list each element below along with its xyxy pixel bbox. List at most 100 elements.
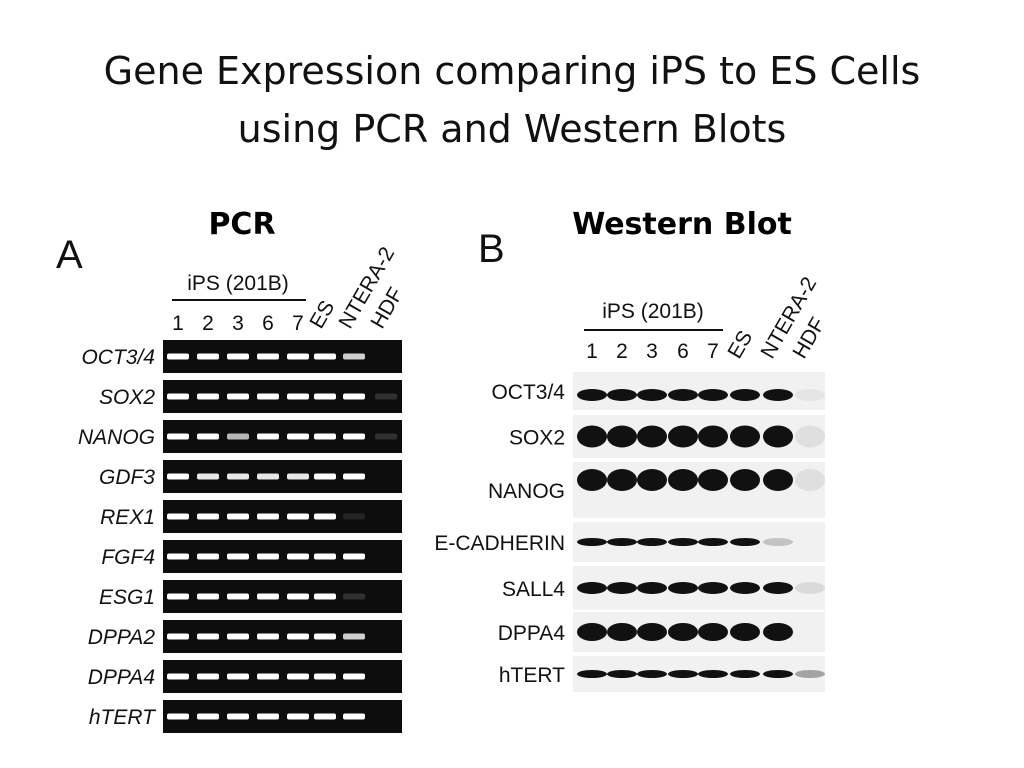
gel-band [314, 593, 336, 600]
gene-label: SOX2 [99, 386, 155, 409]
gel-band [167, 593, 189, 600]
gel-band [227, 553, 249, 560]
gel-band [257, 433, 279, 440]
gene-label: FGF4 [101, 546, 155, 569]
gel-band [257, 393, 279, 400]
gel-band [343, 353, 365, 360]
blot-band [637, 582, 667, 594]
gene-label: DPPA4 [88, 666, 155, 689]
gel-band [167, 633, 189, 640]
gel-band [167, 393, 189, 400]
gel-band [343, 473, 365, 480]
gel-band [227, 433, 249, 440]
gel-band [227, 353, 249, 360]
blot-band [795, 582, 825, 594]
gel-band [197, 713, 219, 720]
gel-band [343, 393, 365, 400]
gel-band [375, 433, 397, 440]
panel-letter: A [56, 233, 83, 277]
blot-band [607, 389, 637, 401]
gel-band [375, 393, 397, 400]
lane-label: 2 [202, 312, 214, 335]
blot-band [698, 582, 728, 594]
gel-band [343, 593, 365, 600]
blot-band [668, 670, 698, 678]
blot-band [668, 582, 698, 594]
gel-band [167, 473, 189, 480]
gene-label: DPPA2 [88, 626, 156, 649]
gel-band [257, 673, 279, 680]
gene-label: REX1 [100, 506, 155, 529]
gel-band [343, 433, 365, 440]
blot-band [795, 670, 825, 678]
gene-label: GDF3 [99, 466, 155, 489]
blot-band [607, 670, 637, 678]
blot-band [637, 469, 667, 491]
blot-band [637, 623, 667, 641]
panel-letter: B [478, 227, 505, 271]
blot-band [763, 538, 793, 546]
lane-label: 3 [646, 340, 658, 363]
gel-band [257, 633, 279, 640]
blot-band [698, 389, 728, 401]
blot-band [668, 623, 698, 641]
gene-label: E-CADHERIN [434, 532, 565, 555]
blot-strip [573, 462, 825, 518]
gel-band [287, 513, 309, 520]
gel-band [314, 553, 336, 560]
gel-band [257, 353, 279, 360]
gel-band [197, 593, 219, 600]
gel-band [314, 513, 336, 520]
blot-band [795, 425, 825, 448]
gel-band [287, 633, 309, 640]
lane-label: 1 [586, 340, 598, 363]
gel-band [343, 633, 365, 640]
gene-label: hTERT [499, 664, 565, 687]
figure: 1 2 3 6 7 ESNTERA-2HDFOCT3/4SOX2NANOGGDF3REX1… [78, 243, 830, 733]
slide-title: using PCR and Western Blots [238, 107, 787, 151]
gene-label: hTERT [89, 706, 157, 729]
blot-band [730, 389, 760, 401]
gel-band [197, 433, 219, 440]
gene-label: OCT3/4 [491, 381, 565, 404]
gel-band [227, 593, 249, 600]
blot-band [607, 425, 637, 448]
gene-label: ESG1 [99, 586, 155, 609]
gene-label: SALL4 [502, 578, 565, 601]
blot-band [698, 670, 728, 678]
lane-label: 2 [616, 340, 628, 363]
gel-band [227, 513, 249, 520]
blot-band [577, 582, 607, 594]
gel-band [167, 553, 189, 560]
blot-band [607, 623, 637, 641]
lane-label: 7 [707, 340, 719, 363]
blot-band [730, 582, 760, 594]
blot-band [763, 670, 793, 678]
blot-band [577, 538, 607, 546]
gel-band [343, 713, 365, 720]
gel-band [287, 433, 309, 440]
gel-band [257, 553, 279, 560]
blot-band [763, 389, 793, 401]
blot-band [668, 425, 698, 448]
gel-band [257, 713, 279, 720]
gel-band [227, 673, 249, 680]
gel-band [343, 513, 365, 520]
blot-band [763, 623, 793, 641]
blot-band [698, 623, 728, 641]
blot-band [577, 469, 607, 491]
blot-band [668, 469, 698, 491]
lane-label: 3 [232, 312, 244, 335]
blot-band [730, 425, 760, 448]
lane-label: 6 [262, 312, 274, 335]
blot-band [607, 582, 637, 594]
blot-band [577, 425, 607, 448]
blot-band [668, 389, 698, 401]
gel-band [314, 673, 336, 680]
gene-label: NANOG [78, 426, 155, 449]
western-heading: Western Blot [572, 207, 792, 242]
gel-band [314, 433, 336, 440]
group-label: iPS (201B) [602, 300, 704, 323]
pcr-heading: PCR [208, 207, 275, 242]
group-label: iPS (201B) [187, 272, 289, 295]
